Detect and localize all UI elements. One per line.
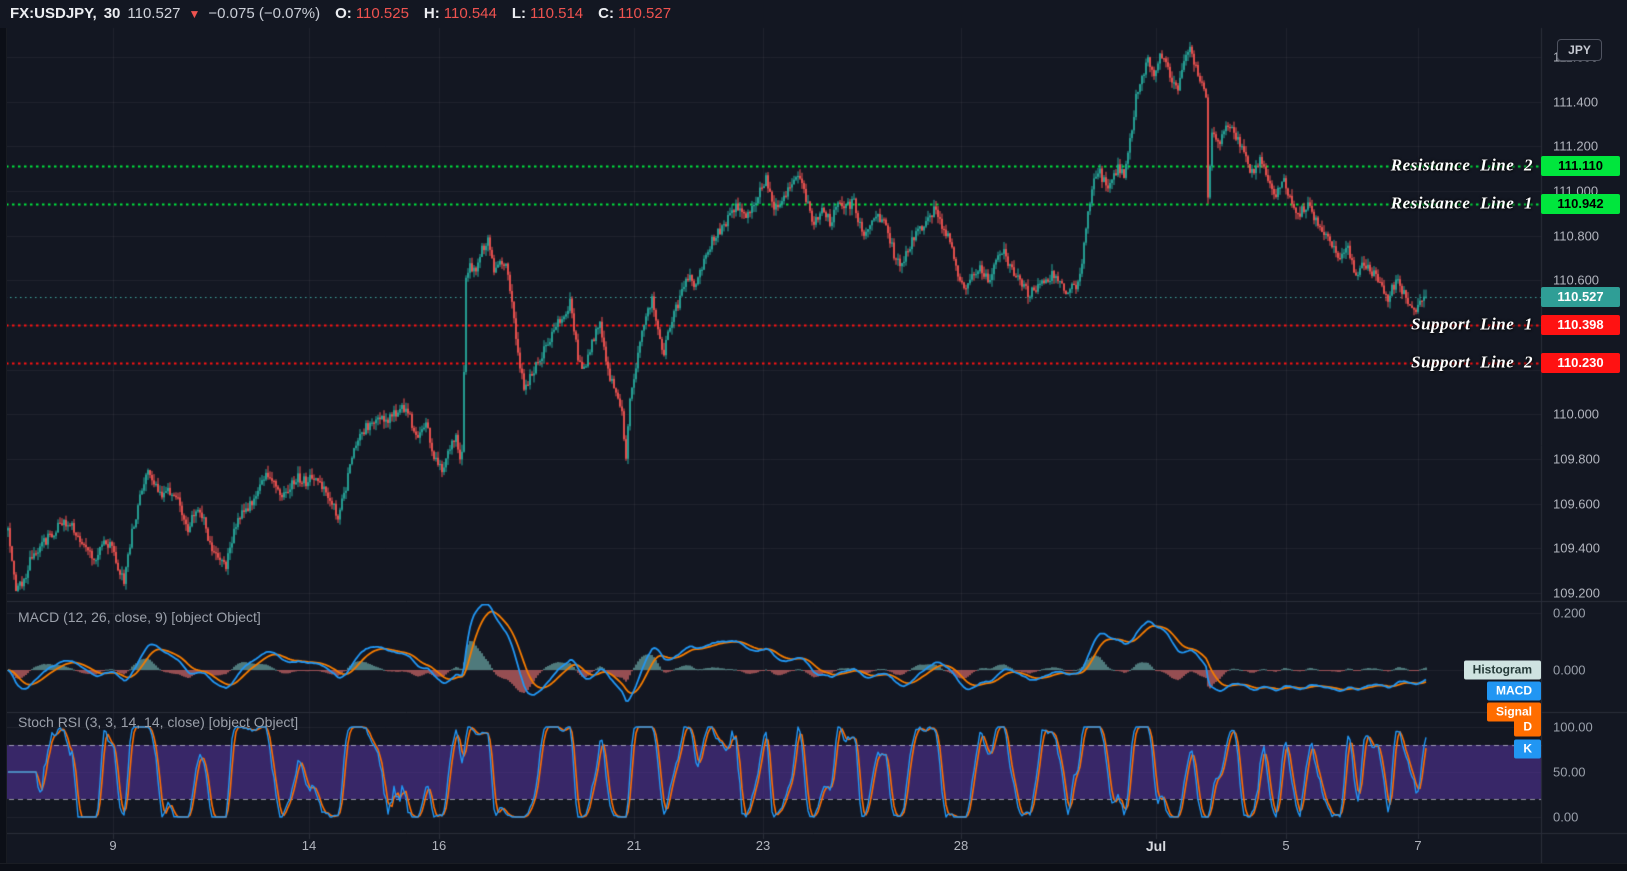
histogram-badge: Histogram	[1463, 660, 1541, 680]
price-axis-label: 110.000	[1553, 406, 1600, 422]
time-axis-label: 28	[953, 838, 969, 853]
stoch-axis-label: 100.00	[1553, 719, 1593, 735]
time-axis-label: Jul	[1145, 838, 1167, 854]
support-line-label[interactable]: Support Line 2	[1411, 352, 1533, 372]
price-axis-label: 111.400	[1553, 94, 1599, 110]
high-value: 110.544	[443, 5, 497, 22]
left-pane-edge	[0, 28, 7, 863]
time-axis-label: 16	[431, 838, 447, 853]
resistance-line-label[interactable]: Resistance Line 1	[1390, 193, 1533, 213]
open-value: 110.525	[355, 5, 409, 22]
interval-label[interactable]: 30	[103, 5, 121, 22]
price-axis-label: 109.200	[1553, 585, 1600, 601]
price-axis-label: 111.200	[1553, 138, 1599, 154]
low-label: L:	[511, 5, 527, 22]
open-label: O:	[335, 5, 352, 22]
low-value: 110.514	[530, 5, 584, 22]
symbol-name[interactable]: FX:USDJPY,	[10, 5, 97, 22]
resistance-price-badge: 110.942	[1541, 194, 1620, 214]
time-axis-label: 7	[1414, 838, 1422, 853]
ohlc-low: L: 110.514	[512, 5, 583, 22]
time-axis-label: 23	[755, 838, 771, 853]
time-axis-label: 14	[301, 838, 317, 853]
support-price-badge: 110.230	[1541, 353, 1620, 373]
bottom-edge	[0, 863, 1627, 871]
macd-axis-label: 0.200	[1553, 605, 1586, 621]
ohlc-open: O: 110.525	[335, 5, 409, 22]
stoch-axis-label: 50.00	[1553, 764, 1586, 780]
macd-axis-label: 0.000	[1553, 662, 1586, 678]
time-axis-label: 5	[1282, 838, 1290, 853]
support-line-label[interactable]: Support Line 1	[1411, 315, 1533, 335]
high-label: H:	[423, 5, 440, 22]
price-axis-label: 109.400	[1553, 540, 1600, 556]
last-price-badge: 110.527	[1541, 286, 1620, 307]
ohlc-close: C: 110.527	[598, 5, 671, 22]
d-badge: D	[1514, 717, 1541, 737]
down-triangle-icon: ▼	[188, 6, 201, 21]
close-value: 110.527	[617, 5, 672, 22]
currency-toggle-button[interactable]: JPY	[1557, 39, 1602, 61]
macd-badge: MACD	[1487, 681, 1541, 701]
symbol-legend: FX:USDJPY, 30 110.527 ▼ −0.075 (−0.07%) …	[10, 5, 671, 22]
stoch-axis-label: 0.00	[1553, 809, 1579, 825]
price-axis-label: 110.600	[1553, 272, 1600, 288]
time-axis-label: 21	[626, 838, 642, 853]
stoch-rsi-indicator-title[interactable]: Stoch RSI (3, 3, 14, 14, close) [object …	[18, 714, 299, 730]
price-axis-label: 109.800	[1553, 451, 1600, 467]
support-price-badge: 110.398	[1541, 315, 1620, 336]
price-axis-label: 109.600	[1553, 496, 1600, 512]
resistance-price-badge: 111.110	[1541, 156, 1620, 177]
price-change: −0.075 (−0.07%)	[208, 5, 321, 22]
ohlc-high: H: 110.544	[424, 5, 497, 22]
resistance-line-label[interactable]: Resistance Line 2	[1390, 156, 1533, 176]
price-axis-label: 110.800	[1553, 228, 1600, 244]
signal-badge: Signal	[1486, 702, 1541, 722]
last-price: 110.527	[127, 5, 181, 22]
macd-indicator-title[interactable]: MACD (12, 26, close, 9) [object Object]	[18, 609, 261, 625]
k-badge: K	[1514, 739, 1541, 759]
time-axis-label: 9	[109, 838, 117, 853]
close-label: C:	[598, 5, 614, 22]
